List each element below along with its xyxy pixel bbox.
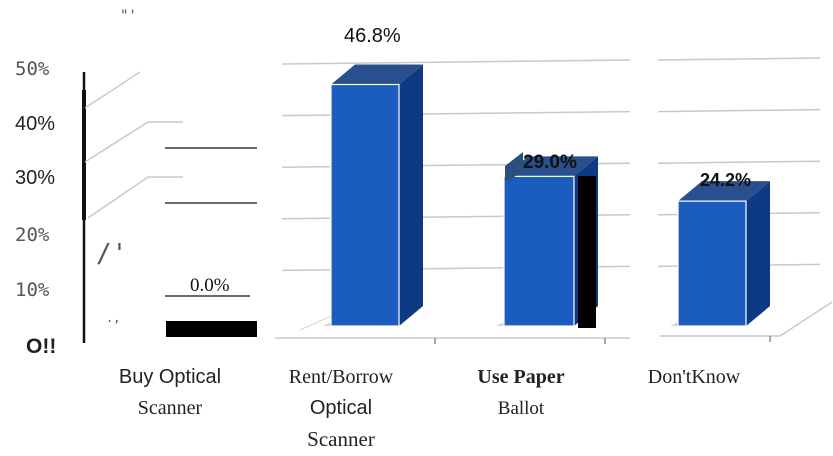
wall-line [84,71,141,109]
bar-side [399,64,423,327]
gridline [657,57,821,61]
category-label: Buy Optical [119,366,221,388]
y-tick-label: O!! [26,335,56,358]
bar-1 [323,64,423,327]
category-label: Ballot [498,398,545,419]
y-tick-label: 20% [15,224,50,246]
stray-mark: ., [106,311,120,325]
category-label: Scanner [138,397,203,419]
value-label: 29.0% [523,152,577,173]
overlay-corner [505,152,523,182]
wall-line [87,176,149,219]
bar-front [677,200,747,327]
bar-3 [670,181,770,327]
stray-mark: /' [96,239,127,269]
bar-0-zero-marker [166,321,257,337]
value-label: 24.2% [700,170,751,190]
overlay-block [578,176,596,328]
bar-front [330,83,400,327]
y-tick-label: 10% [15,279,50,301]
category-label: Don'tKnow [648,366,741,388]
category-label: Rent/Borrow [289,366,394,388]
bar-top [678,181,770,202]
stray-mark: "' [120,8,137,24]
gridline [657,160,821,164]
floor-line [779,301,833,337]
y-tick-label: 50% [15,58,50,80]
category-label: Use Paper [477,366,564,388]
value-label: 0.0% [190,275,230,296]
bar-side [746,181,770,326]
category-label: Scanner [307,427,375,451]
wall-line [84,121,149,163]
bar-top [504,156,598,177]
gridline [657,108,821,113]
gridline [281,59,631,65]
bar-front [503,175,575,327]
y-tick-label: 40% [15,113,55,135]
category-label: Optical [310,397,372,419]
bar-top [331,64,423,85]
y-tick-label: 30% [15,167,55,189]
value-label: 46.8% [344,25,401,47]
